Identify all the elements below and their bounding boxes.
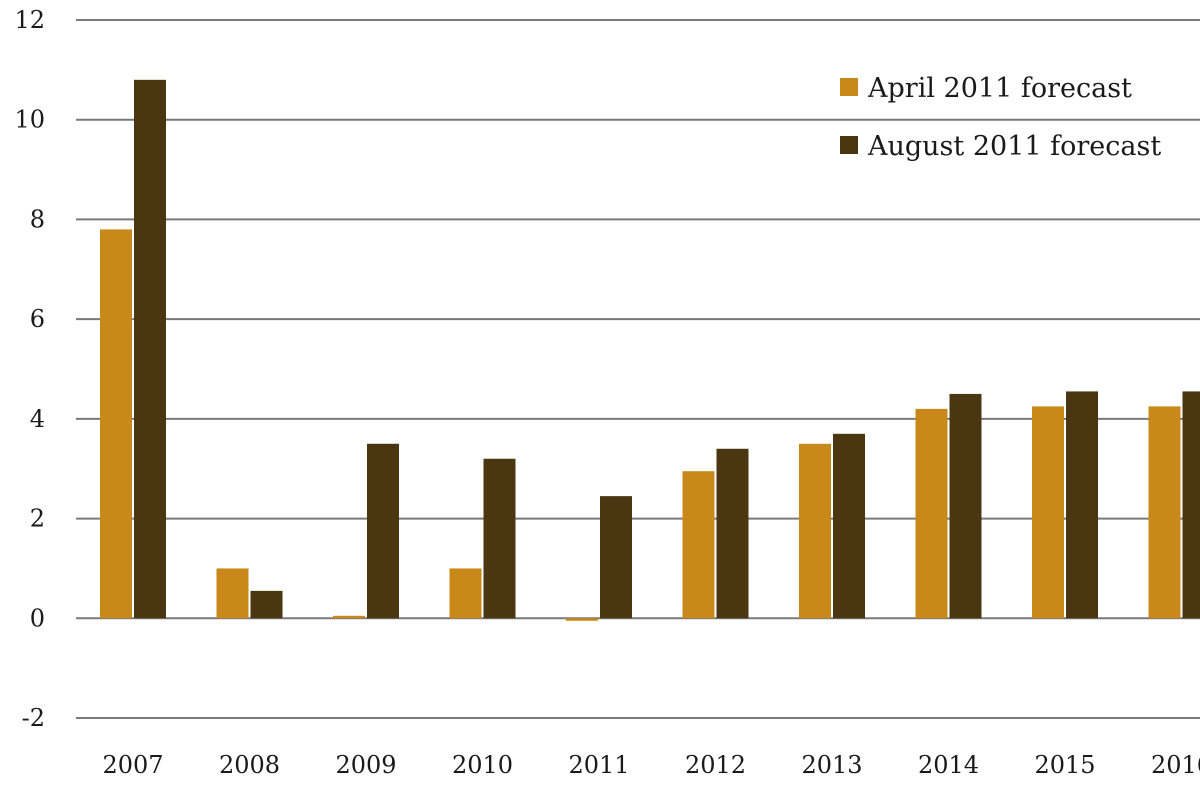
bar-april-2008	[217, 568, 249, 618]
bar-august-2011	[600, 496, 632, 618]
bar-august-2008	[251, 591, 283, 618]
y-tick-label: 0	[30, 604, 45, 632]
y-tick-label: 10	[14, 106, 45, 134]
bar-august-2015	[1066, 391, 1098, 618]
x-tick-label: 2013	[801, 751, 862, 779]
bar-april-2014	[916, 409, 948, 618]
y-tick-label: 2	[30, 505, 45, 533]
x-tick-label: 2009	[335, 751, 396, 779]
y-tick-label: 6	[30, 305, 45, 333]
bar-april-2012	[683, 471, 715, 618]
x-tick-label: 2011	[568, 751, 629, 779]
bar-august-2010	[484, 459, 516, 619]
legend-label: April 2011 forecast	[867, 73, 1132, 104]
x-tick-label: 2010	[452, 751, 513, 779]
x-axis-ticks: 2007 2008 2009 2010 2011 2012 2013 2014 2015 2016	[102, 751, 1200, 779]
y-tick-label: 12	[14, 6, 45, 34]
bar-april-2010	[450, 568, 482, 618]
bar-august-2009	[367, 444, 399, 619]
x-tick-label: 2007	[102, 751, 163, 779]
y-axis-ticks: -2 0 2 4 6 8 10 12	[14, 6, 45, 732]
bar-april-2009	[333, 616, 365, 618]
bar-april-2015	[1032, 406, 1064, 618]
bar-august-2012	[717, 449, 749, 619]
bar-august-2007	[134, 80, 166, 618]
bar-april-2013	[799, 444, 831, 619]
x-tick-label: 2008	[219, 751, 280, 779]
y-tick-label: 4	[30, 405, 45, 433]
bar-april-2011	[566, 618, 598, 620]
bar-april-2007	[100, 229, 132, 618]
bar-august-2013	[833, 434, 865, 618]
x-tick-label: 2014	[918, 751, 979, 779]
legend: April 2011 forecast August 2011 forecast	[840, 73, 1161, 162]
legend-swatch	[840, 78, 858, 96]
bar-april-2016	[1149, 406, 1181, 618]
x-tick-label: 2012	[685, 751, 746, 779]
bar-august-2016	[1183, 391, 1200, 618]
x-tick-label: 2016	[1151, 751, 1200, 779]
legend-swatch	[840, 136, 858, 154]
y-tick-label: -2	[22, 704, 45, 732]
x-tick-label: 2015	[1034, 751, 1095, 779]
y-tick-label: 8	[30, 205, 45, 233]
legend-label: August 2011 forecast	[867, 131, 1161, 162]
bar-august-2014	[950, 394, 982, 618]
